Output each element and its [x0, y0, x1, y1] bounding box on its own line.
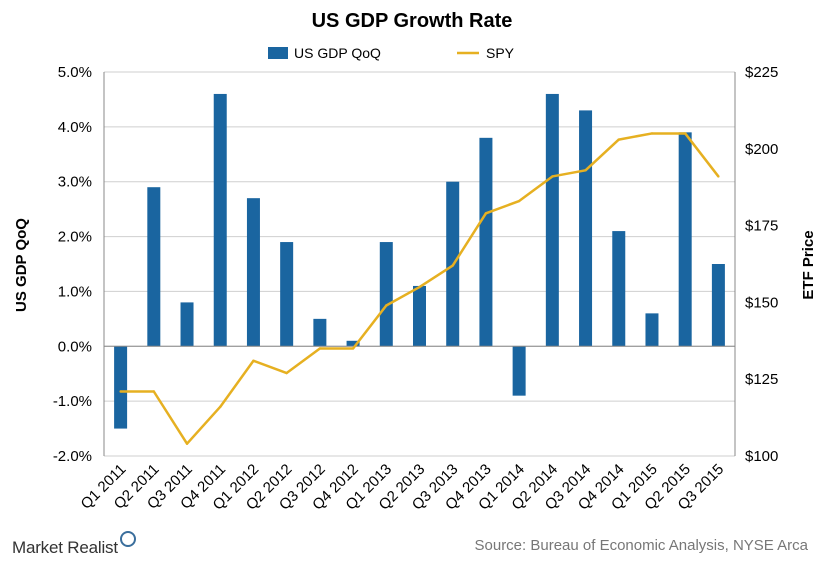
gdp-bar — [711, 264, 725, 347]
spy-point — [219, 405, 222, 409]
y2-tick-label: $200 — [745, 141, 778, 158]
y-tick-label: 2.0% — [58, 229, 92, 246]
magnifier-icon — [119, 531, 136, 547]
gdp-bar — [147, 187, 161, 347]
spy-point — [551, 175, 554, 178]
y-axis-title: US GDP QoQ — [13, 218, 30, 312]
gdp-bar — [213, 93, 227, 347]
spy-point — [617, 138, 620, 141]
gdp-bar — [413, 285, 426, 347]
legend-bar-label: US GDP QoQ — [294, 45, 381, 61]
legend-line-label: SPY — [486, 45, 515, 61]
source-note: Source: Bureau of Economic Analysis, NYS… — [474, 537, 809, 554]
legend: US GDP QoQ SPY — [268, 45, 515, 61]
y-tick-label: 3.0% — [58, 174, 92, 191]
y-tick-label: 4.0% — [58, 119, 92, 136]
left-axis-ticks: 5.0% 4.0% 3.0% 2.0% 1.0% 0.0% -1.0% -2.0% — [53, 64, 92, 465]
chart-title: US GDP Growth Rate — [312, 10, 513, 32]
gdp-bar — [246, 198, 260, 347]
gdp-bar — [180, 302, 194, 347]
y-tick-label: 5.0% — [58, 64, 92, 81]
gdp-bar — [579, 110, 593, 347]
gdp-bar — [280, 242, 294, 347]
y-tick-label: -2.0% — [53, 448, 92, 465]
spy-point — [451, 264, 454, 267]
spy-point — [385, 304, 388, 307]
spy-point — [683, 132, 687, 135]
spy-point — [351, 347, 355, 350]
spy-point — [517, 199, 521, 203]
gdp-bar — [545, 93, 559, 347]
gdp-bar — [379, 242, 393, 347]
spy-point — [252, 359, 255, 362]
gdp-bar — [612, 231, 626, 347]
gdp-bar — [479, 137, 493, 347]
y-tick-label: 0.0% — [58, 338, 92, 355]
spy-point — [185, 442, 189, 445]
y2-tick-label: $100 — [745, 448, 778, 465]
gdp-bars — [114, 93, 725, 429]
spy-point — [119, 390, 122, 393]
spy-point — [152, 390, 156, 393]
market-realist-logo: Market Realist — [12, 531, 136, 558]
spy-point — [717, 175, 720, 178]
y2-axis-title: ETF Price — [800, 230, 817, 299]
spy-point — [484, 212, 488, 215]
gdp-bar — [114, 346, 128, 429]
y-tick-label: -1.0% — [53, 393, 92, 410]
y2-tick-label: $125 — [745, 371, 778, 388]
spy-point — [318, 347, 322, 350]
spy-point — [584, 169, 587, 172]
gdp-bar — [313, 318, 327, 347]
legend-bar-swatch — [268, 47, 288, 59]
spy-point — [650, 132, 654, 135]
logo-text: Market Realist — [12, 538, 118, 557]
y2-tick-label: $150 — [745, 294, 778, 311]
gdp-bar — [512, 346, 526, 396]
y-tick-label: 1.0% — [58, 283, 92, 300]
spy-point — [285, 371, 288, 375]
spy-line — [119, 132, 720, 445]
y2-tick-label: $225 — [745, 64, 778, 81]
gdp-bar — [678, 132, 692, 347]
gdp-bar — [346, 340, 360, 347]
gdp-bar — [645, 313, 659, 347]
right-axis-ticks: $225 $200 $175 $150 $125 $100 — [745, 64, 778, 465]
gridlines — [104, 71, 735, 457]
y2-tick-label: $175 — [745, 218, 778, 235]
spy-point — [418, 285, 421, 289]
axes — [103, 72, 736, 456]
